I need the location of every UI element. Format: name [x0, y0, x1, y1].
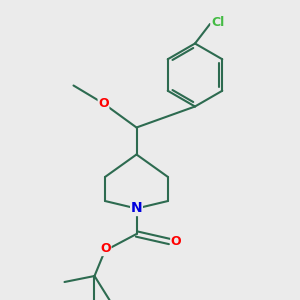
Text: O: O [171, 235, 182, 248]
Text: N: N [131, 202, 142, 215]
Text: O: O [98, 97, 109, 110]
Text: Cl: Cl [211, 16, 224, 29]
Text: O: O [100, 242, 111, 256]
